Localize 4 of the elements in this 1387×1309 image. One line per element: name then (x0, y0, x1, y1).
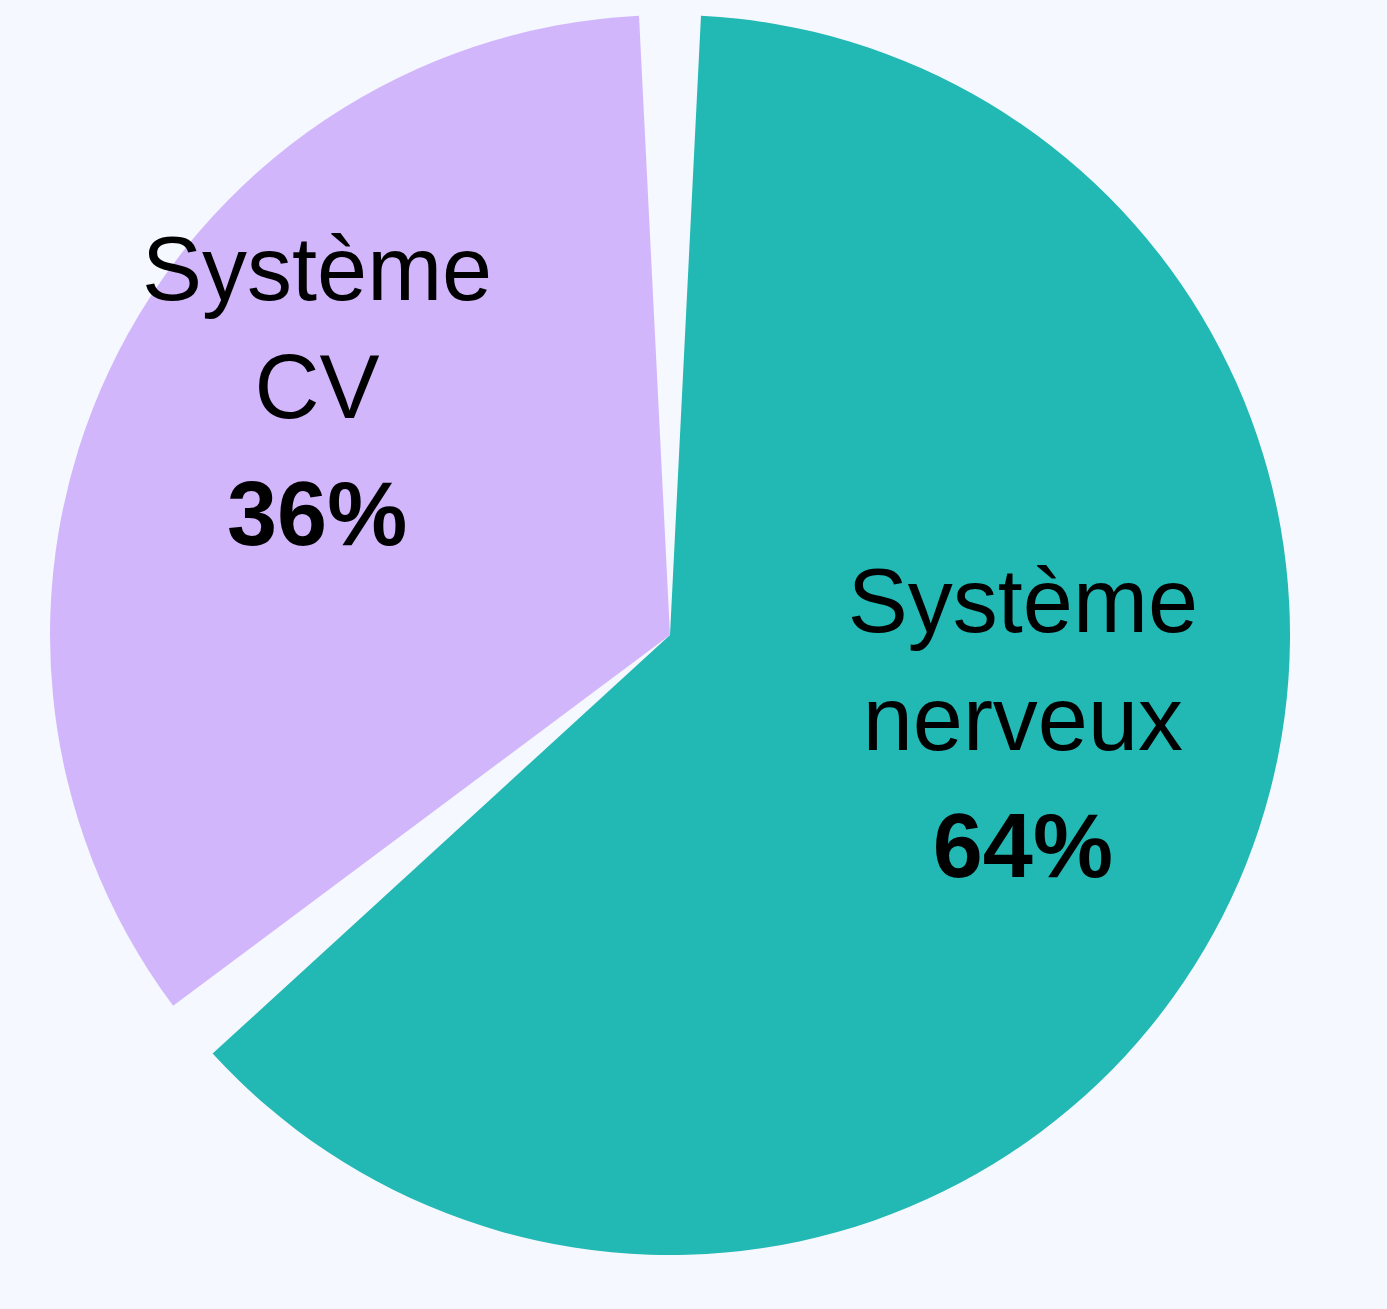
data-label: 64% (932, 796, 1113, 897)
slice-label: Système nerveux (847, 551, 1198, 770)
slice-label: Système CV (142, 218, 493, 437)
data-label: 36% (227, 463, 408, 564)
